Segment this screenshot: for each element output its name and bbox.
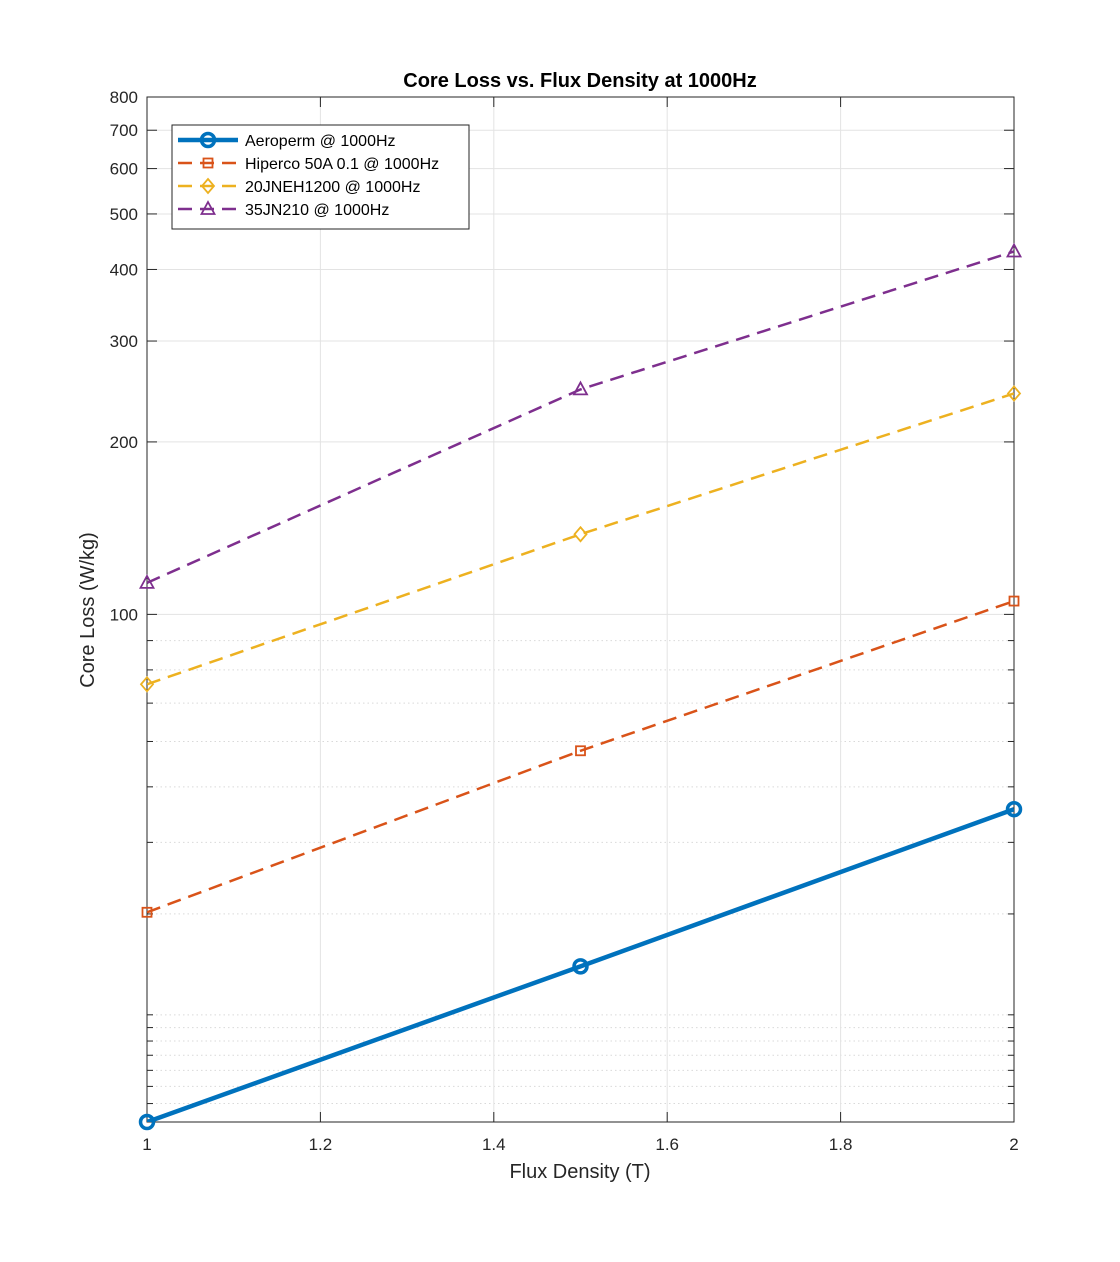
data-point: [1008, 595, 1020, 607]
x-tick-label: 1: [142, 1135, 151, 1154]
legend-box: [171, 124, 470, 230]
series: [138, 242, 1023, 1131]
data-point: [138, 573, 156, 589]
y-tick-label: 500: [110, 205, 138, 224]
x-tick-label: 1.2: [309, 1135, 333, 1154]
x-tick-label: 1.6: [655, 1135, 679, 1154]
legend-entry: 20JNEH1200 @ 1000Hz: [245, 179, 420, 196]
legend-marker: [200, 177, 216, 195]
data-point: [572, 958, 589, 975]
series-20jneh1200: [139, 385, 1022, 693]
x-axis-label: Flux Density (T): [509, 1161, 650, 1183]
y-tick-label: 600: [110, 160, 138, 179]
y-axis-label: Core Loss (W/kg): [77, 532, 99, 688]
y-tick-label: 200: [110, 433, 138, 452]
data-point: [573, 525, 588, 543]
series-line: [147, 250, 1014, 585]
data-point: [1005, 800, 1023, 818]
legend-marker: [202, 157, 214, 169]
x-tick-label: 2: [1009, 1135, 1018, 1154]
x-tick-label: 1.4: [482, 1135, 506, 1154]
y-tick-label: 100: [110, 605, 138, 624]
legend-entry: 35JN210 @ 1000Hz: [245, 202, 389, 219]
legend: Aeroperm @ 1000Hz Hiperco 50A 0.1 @ 1000H…: [171, 124, 470, 230]
series-aeroperm: [138, 800, 1023, 1131]
legend-entry: Aeroperm @ 1000Hz: [245, 133, 396, 150]
series-line: [147, 599, 1014, 914]
data-point: [575, 745, 586, 757]
series-35jn210: [138, 242, 1023, 589]
x-tick-label: 1.8: [829, 1135, 853, 1154]
series-hiperco: [141, 595, 1020, 918]
data-point: [1005, 242, 1023, 258]
y-tick-label: 800: [110, 88, 138, 107]
data-point: [138, 1113, 156, 1131]
legend-marker: [199, 131, 217, 149]
legend-marker: [199, 200, 217, 215]
data-point: [141, 906, 153, 918]
axis-ticks: 100 200 300 400 500 600 700 800 1 1.2 1.4 1.6 1.8 2: [110, 88, 1019, 1154]
series-line: [147, 807, 1014, 1122]
data-point: [139, 675, 155, 693]
y-tick-label: 700: [110, 121, 138, 140]
data-point: [572, 380, 589, 396]
chart-title: Core Loss vs. Flux Density at 1000Hz: [403, 70, 756, 92]
y-tick-label: 400: [110, 260, 138, 279]
y-tick-label: 300: [110, 332, 138, 351]
data-point: [1006, 385, 1022, 402]
plot-frame: [146, 96, 1015, 1123]
legend-entry: Hiperco 50A 0.1 @ 1000Hz: [245, 156, 439, 173]
